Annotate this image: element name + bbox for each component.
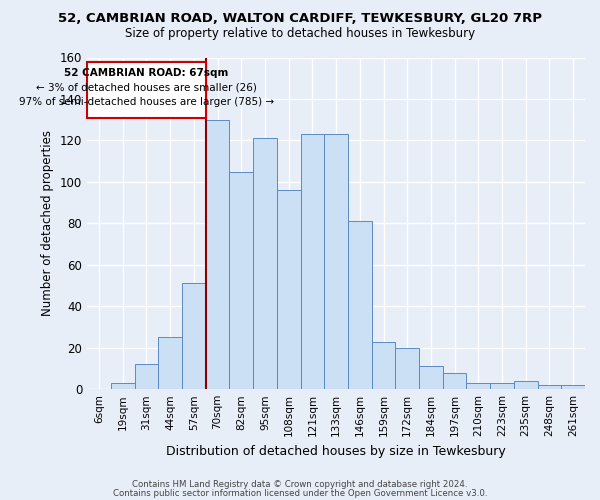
Bar (253, 138, 277, 389)
Bar (490, 383, 514, 389)
Bar (206, 120, 229, 389)
Bar (277, 190, 301, 389)
Text: 52, CAMBRIAN ROAD, WALTON CARDIFF, TEWKESBURY, GL20 7RP: 52, CAMBRIAN ROAD, WALTON CARDIFF, TEWKE… (58, 12, 542, 26)
Bar (324, 134, 348, 389)
Bar (134, 364, 158, 389)
Bar (443, 372, 466, 389)
Text: 52 CAMBRIAN ROAD: 67sqm: 52 CAMBRIAN ROAD: 67sqm (64, 68, 229, 78)
Y-axis label: Number of detached properties: Number of detached properties (41, 130, 55, 316)
Bar (182, 284, 206, 389)
Bar (561, 385, 585, 389)
Bar (466, 383, 490, 389)
Bar (348, 222, 371, 389)
Bar (301, 134, 324, 389)
Text: 97% of semi-detached houses are larger (785) →: 97% of semi-detached houses are larger (… (19, 97, 274, 107)
Text: Contains HM Land Registry data © Crown copyright and database right 2024.: Contains HM Land Registry data © Crown c… (132, 480, 468, 489)
Bar (158, 338, 182, 389)
Bar (111, 383, 134, 389)
Bar (229, 172, 253, 389)
Text: ← 3% of detached houses are smaller (26): ← 3% of detached houses are smaller (26) (36, 82, 257, 92)
FancyBboxPatch shape (87, 62, 206, 118)
Text: Size of property relative to detached houses in Tewkesbury: Size of property relative to detached ho… (125, 28, 475, 40)
Bar (395, 348, 419, 389)
Bar (538, 385, 561, 389)
Bar (419, 366, 443, 389)
X-axis label: Distribution of detached houses by size in Tewkesbury: Distribution of detached houses by size … (166, 444, 506, 458)
Bar (371, 342, 395, 389)
Bar (514, 381, 538, 389)
Text: Contains public sector information licensed under the Open Government Licence v3: Contains public sector information licen… (113, 488, 487, 498)
